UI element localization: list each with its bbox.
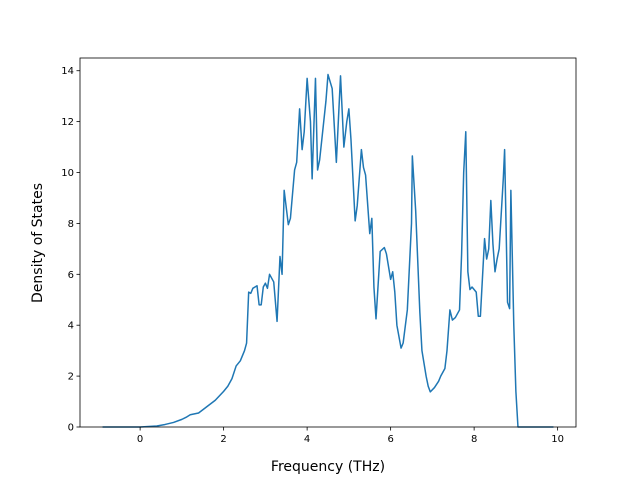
x-tick-label: 2 (220, 434, 226, 445)
x-tick-label: 8 (471, 434, 477, 445)
x-axis-label: Frequency (THz) (271, 459, 385, 475)
y-tick-label: 8 (68, 219, 74, 230)
data-line (102, 73, 554, 428)
plot-frame (79, 57, 577, 428)
y-tick-label: 10 (61, 168, 74, 179)
y-tick-label: 14 (61, 66, 74, 77)
x-tick-label: 4 (304, 434, 310, 445)
y-tick-label: 6 (68, 270, 74, 281)
x-tick-label: 0 (137, 434, 143, 445)
y-tick-label: 4 (68, 321, 74, 332)
y-tick-label: 0 (68, 423, 74, 434)
x-tick-label: 6 (387, 434, 393, 445)
y-tick-label: 2 (68, 372, 74, 383)
y-axis-label: Density of States (30, 183, 46, 303)
x-tick-label: 10 (551, 434, 564, 445)
y-tick-label: 12 (61, 117, 74, 128)
